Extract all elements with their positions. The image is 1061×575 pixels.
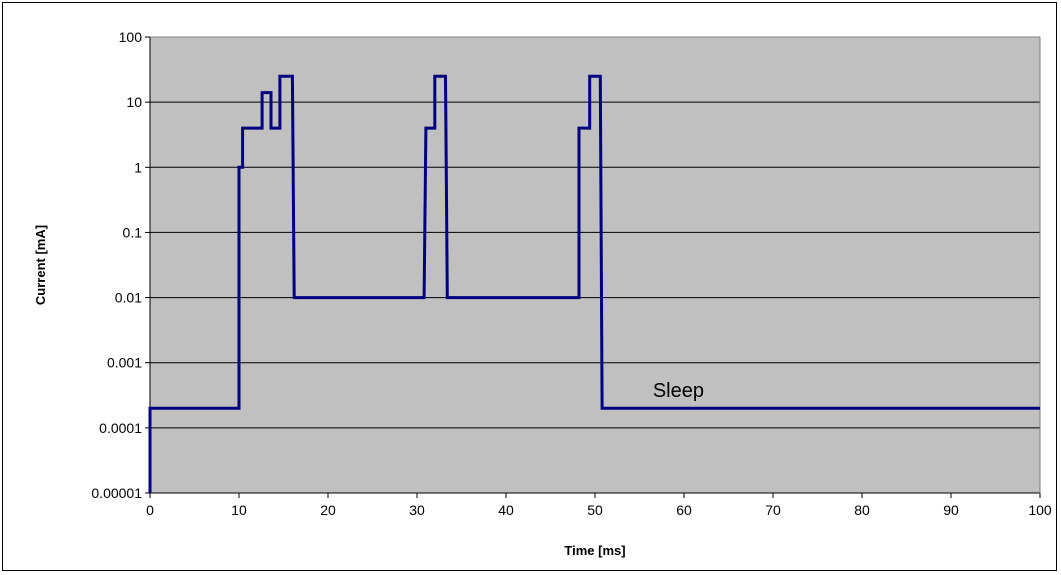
y-tick-label: 100: [119, 29, 143, 45]
x-tick-label: 60: [676, 502, 692, 518]
y-tick-label: 0.00001: [91, 485, 142, 501]
x-tick-label: 80: [854, 502, 870, 518]
y-tick-labels: 0.00001 0.0001 0.001 0.01 0.1 1 10 100: [91, 29, 150, 501]
annotation-sleep: Sleep: [653, 380, 704, 402]
x-tick-label: 30: [409, 502, 425, 518]
y-tick-label: 10: [126, 94, 142, 110]
y-tick-label: 1: [134, 159, 142, 175]
x-tick-label: 90: [943, 502, 959, 518]
x-tick-label: 70: [765, 502, 781, 518]
y-tick-label: 0.01: [115, 290, 142, 306]
x-tick-label: 100: [1028, 502, 1052, 518]
y-tick-label: 0.0001: [99, 420, 142, 436]
x-tick-label: 10: [231, 502, 247, 518]
y-tick-label: 0.001: [107, 355, 142, 371]
x-axis-title: Time [ms]: [564, 543, 625, 558]
x-tick-label: 20: [320, 502, 336, 518]
plot-area: [150, 37, 1040, 493]
y-axis-title: Current [mA]: [33, 225, 48, 305]
series-line-current: [148, 74, 1040, 493]
x-tick-label: 50: [587, 502, 603, 518]
x-tick-label: 40: [498, 502, 514, 518]
x-tick-labels: 0 10 20 30 40 50 60 70 80 90 100: [146, 493, 1052, 518]
y-tick-label: 0.1: [123, 224, 143, 240]
x-tick-label: 0: [146, 502, 154, 518]
